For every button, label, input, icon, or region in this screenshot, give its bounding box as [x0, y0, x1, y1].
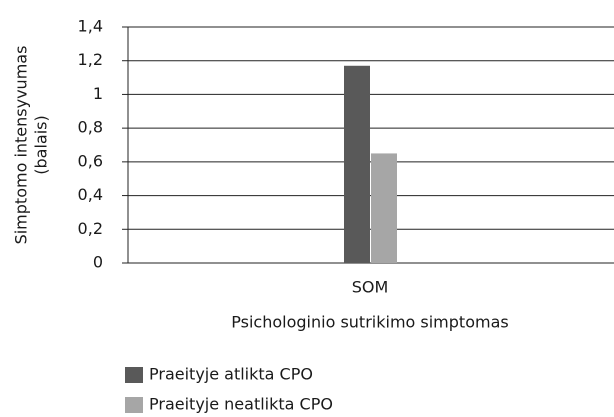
x-tick-label: SOM — [352, 278, 389, 297]
x-axis-title: Psichologinio sutrikimo simptomas — [231, 313, 508, 332]
bar — [344, 65, 370, 264]
y-tick-label: 1,4 — [78, 17, 103, 36]
y-tick-label: 0,6 — [78, 151, 103, 170]
y-tick-label: 0 — [93, 253, 103, 272]
legend-label: Praeityje atlikta CPO — [149, 365, 313, 384]
legend-label: Praeityje neatlikta CPO — [149, 395, 333, 414]
y-axis-title: Simptomo intensyvumas — [12, 46, 31, 245]
legend-swatch — [125, 367, 143, 383]
y-tick-label: 0,2 — [78, 219, 103, 238]
legend-swatch — [125, 397, 143, 413]
y-tick-label: 0,4 — [78, 185, 103, 204]
y-tick-label: 1 — [93, 84, 103, 103]
y-axis-title: (balais) — [32, 115, 51, 174]
bar — [371, 153, 397, 263]
y-tick-label: 1,2 — [78, 50, 103, 69]
y-tick-label: 0,8 — [78, 118, 103, 137]
